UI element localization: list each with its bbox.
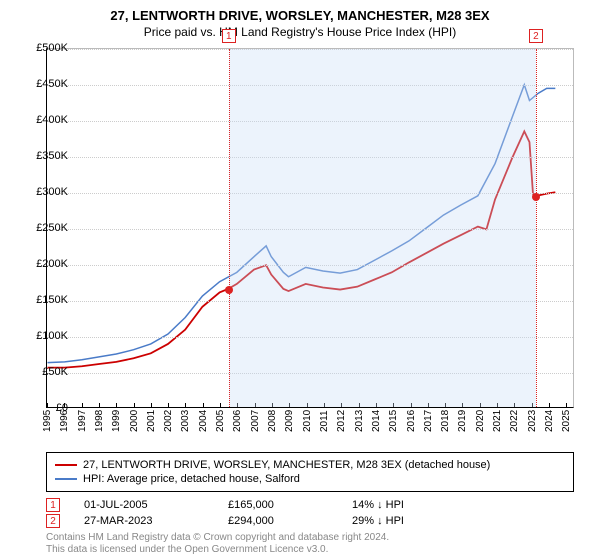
x-tick-label: 2004 bbox=[198, 410, 209, 432]
x-tick-label: 2017 bbox=[423, 410, 434, 432]
annotation-marker: 1 bbox=[46, 498, 60, 512]
legend-label: 27, LENTWORTH DRIVE, WORSLEY, MANCHESTER… bbox=[83, 459, 490, 471]
x-tick-label: 2006 bbox=[232, 410, 243, 432]
x-tick-label: 2002 bbox=[163, 410, 174, 432]
legend-swatch bbox=[55, 464, 77, 466]
x-tick-label: 2003 bbox=[180, 410, 191, 432]
y-tick-label: £250K bbox=[28, 222, 68, 234]
y-tick-label: £300K bbox=[28, 186, 68, 198]
x-tick-label: 1999 bbox=[111, 410, 122, 432]
footer-line1: Contains HM Land Registry data © Crown c… bbox=[46, 532, 574, 544]
legend-label: HPI: Average price, detached house, Salf… bbox=[83, 473, 300, 485]
x-tick-label: 2014 bbox=[371, 410, 382, 432]
title-block: 27, LENTWORTH DRIVE, WORSLEY, MANCHESTER… bbox=[0, 0, 600, 39]
x-tick-label: 2018 bbox=[440, 410, 451, 432]
x-tick-label: 2005 bbox=[215, 410, 226, 432]
title-line2: Price paid vs. HM Land Registry's House … bbox=[0, 25, 600, 39]
container: 27, LENTWORTH DRIVE, WORSLEY, MANCHESTER… bbox=[0, 0, 600, 560]
x-tick-label: 2010 bbox=[302, 410, 313, 432]
x-tick-label: 2023 bbox=[527, 410, 538, 432]
y-tick-label: £350K bbox=[28, 150, 68, 162]
annotation-marker: 2 bbox=[46, 514, 60, 528]
marker-dot bbox=[225, 286, 233, 294]
chart-plot-area: 12 bbox=[46, 48, 574, 408]
x-tick-label: 2000 bbox=[129, 410, 140, 432]
x-tick-label: 2007 bbox=[250, 410, 261, 432]
x-tick-label: 2008 bbox=[267, 410, 278, 432]
annotation-date: 01-JUL-2005 bbox=[84, 499, 204, 511]
title-line1: 27, LENTWORTH DRIVE, WORSLEY, MANCHESTER… bbox=[0, 8, 600, 23]
y-tick-label: £400K bbox=[28, 114, 68, 126]
annotation-table: 1 01-JUL-2005 £165,000 14% ↓ HPI 2 27-MAR-202… bbox=[46, 496, 574, 530]
x-tick-label: 2011 bbox=[319, 410, 330, 432]
legend-swatch bbox=[55, 478, 77, 480]
annotation-row: 1 01-JUL-2005 £165,000 14% ↓ HPI bbox=[46, 498, 574, 512]
footer-line2: This data is licensed under the Open Gov… bbox=[46, 544, 574, 556]
highlight-band bbox=[229, 49, 536, 407]
x-tick-label: 2001 bbox=[146, 410, 157, 432]
legend-box: 27, LENTWORTH DRIVE, WORSLEY, MANCHESTER… bbox=[46, 452, 574, 492]
y-tick-label: £150K bbox=[28, 294, 68, 306]
marker-box: 2 bbox=[529, 29, 543, 43]
marker-line bbox=[229, 49, 230, 407]
y-tick-label: £50K bbox=[28, 366, 68, 378]
marker-line bbox=[536, 49, 537, 407]
annotation-delta: 29% ↓ HPI bbox=[352, 515, 404, 527]
marker-box: 1 bbox=[222, 29, 236, 43]
x-tick-label: 2021 bbox=[492, 410, 503, 432]
annotation-price: £294,000 bbox=[228, 515, 328, 527]
x-tick-label: 2016 bbox=[406, 410, 417, 432]
legend-row: 27, LENTWORTH DRIVE, WORSLEY, MANCHESTER… bbox=[55, 459, 565, 471]
x-tick-label: 2019 bbox=[457, 410, 468, 432]
x-axis-labels: 1995199619971998199920002001200220032004… bbox=[46, 412, 574, 442]
annotation-row: 2 27-MAR-2023 £294,000 29% ↓ HPI bbox=[46, 514, 574, 528]
annotation-delta: 14% ↓ HPI bbox=[352, 499, 404, 511]
x-tick-label: 1997 bbox=[77, 410, 88, 432]
x-tick-label: 2013 bbox=[354, 410, 365, 432]
y-tick-label: £200K bbox=[28, 258, 68, 270]
x-tick-label: 2022 bbox=[509, 410, 520, 432]
x-tick-label: 2020 bbox=[475, 410, 486, 432]
legend-row: HPI: Average price, detached house, Salf… bbox=[55, 473, 565, 485]
x-tick-label: 2024 bbox=[544, 410, 555, 432]
x-tick-label: 1998 bbox=[94, 410, 105, 432]
x-tick-label: 2012 bbox=[336, 410, 347, 432]
footer-attribution: Contains HM Land Registry data © Crown c… bbox=[46, 532, 574, 556]
y-tick-label: £500K bbox=[28, 42, 68, 54]
annotation-price: £165,000 bbox=[228, 499, 328, 511]
y-tick-label: £0 bbox=[28, 402, 68, 414]
y-tick-label: £100K bbox=[28, 330, 68, 342]
annotation-date: 27-MAR-2023 bbox=[84, 515, 204, 527]
x-tick-label: 2015 bbox=[388, 410, 399, 432]
x-tick-label: 2025 bbox=[561, 410, 572, 432]
x-tick-label: 2009 bbox=[284, 410, 295, 432]
y-tick-label: £450K bbox=[28, 78, 68, 90]
